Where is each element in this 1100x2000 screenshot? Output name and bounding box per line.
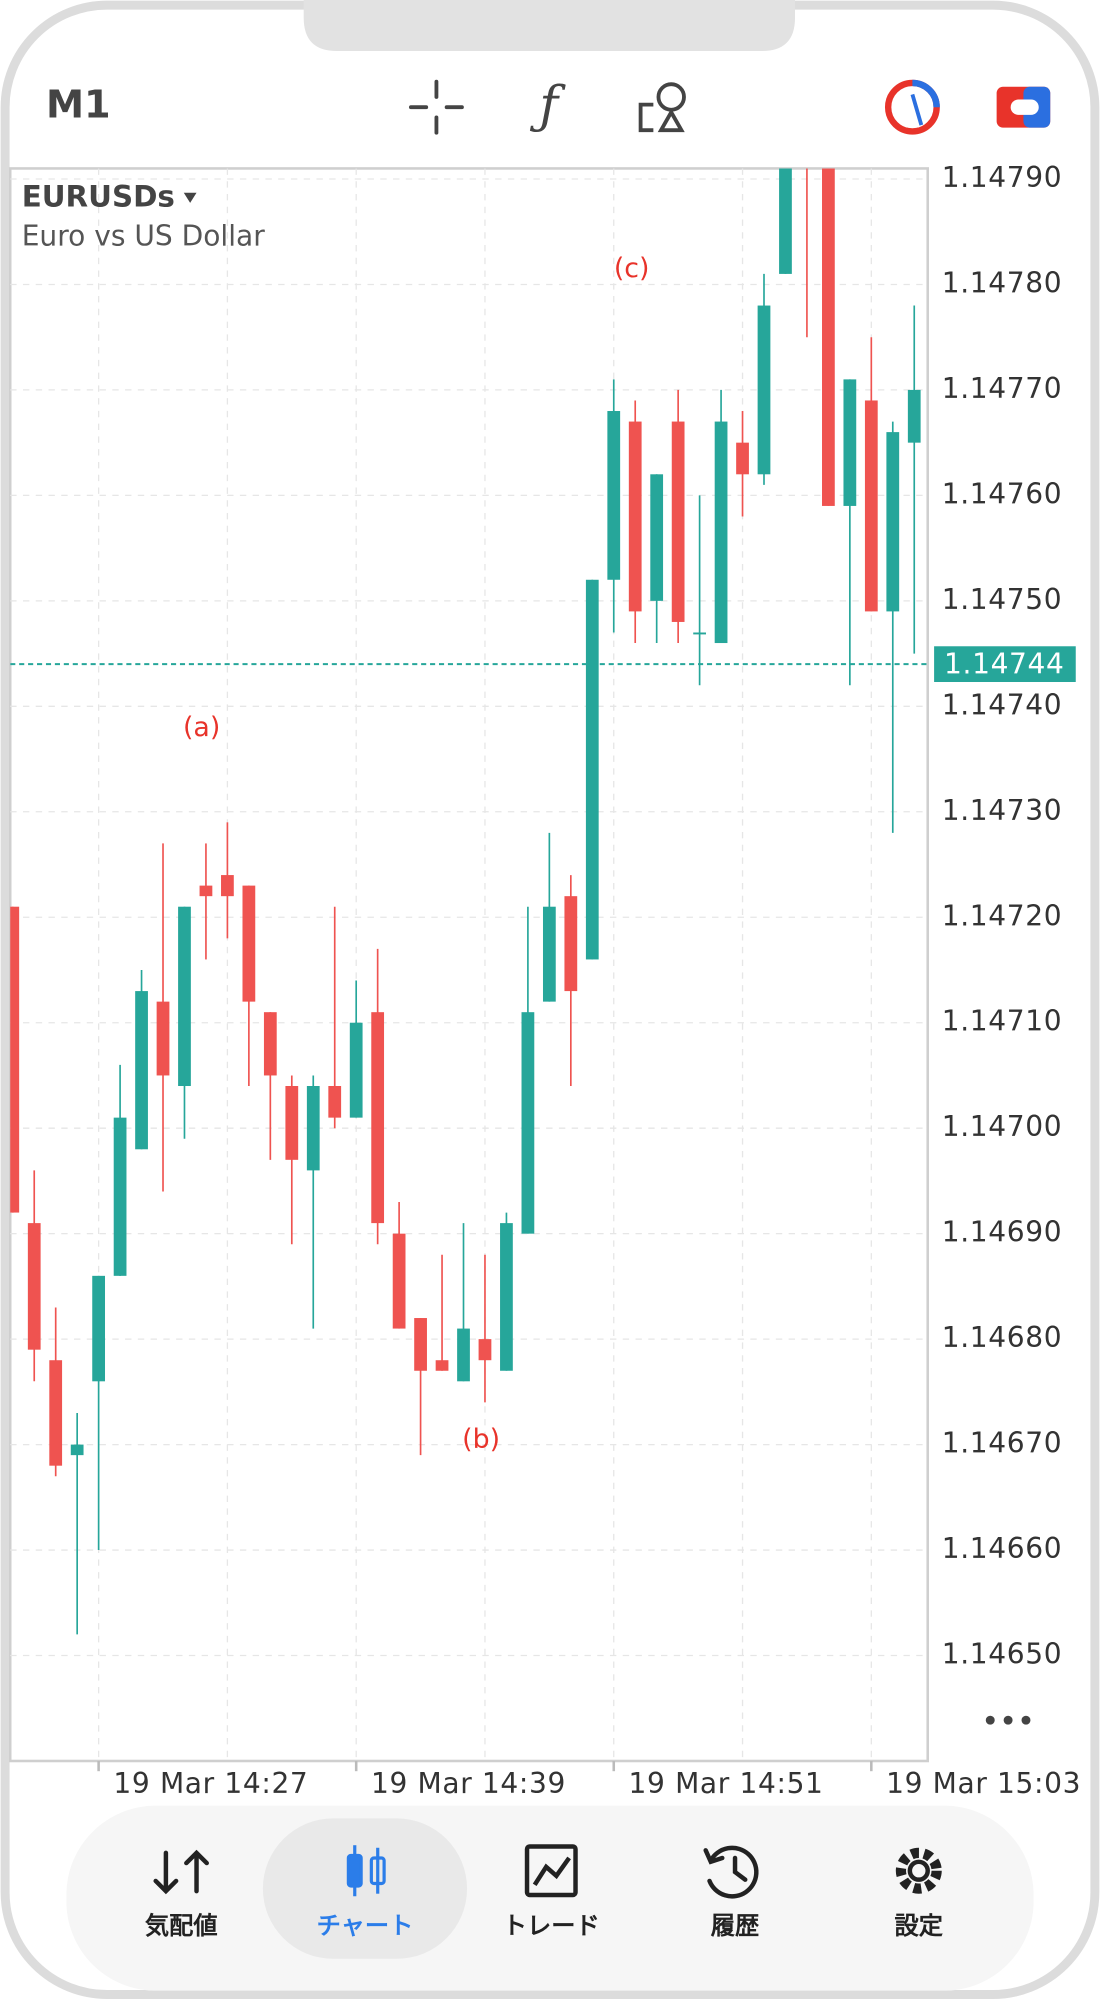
candle-body (607, 411, 621, 580)
y-tick-label: 1.14750 (942, 583, 1063, 616)
x-tick-label: 19 Mar 14:51 (629, 1767, 824, 1800)
candle-body (500, 1223, 513, 1371)
more-menu[interactable] (985, 1715, 1031, 1725)
chart-icon[interactable] (346, 1845, 386, 1897)
candle-body (478, 1339, 492, 1361)
candle-body (542, 906, 556, 1002)
y-tick-label: 1.14690 (942, 1216, 1063, 1249)
nav-labels: 気配値 チャート トレード 履歴 設定 (145, 1911, 943, 1940)
candle-body (843, 379, 857, 506)
candle-body (371, 1012, 385, 1224)
crosshair-icon[interactable] (408, 79, 464, 135)
candle-body (435, 1360, 449, 1371)
candle-body (92, 1275, 106, 1382)
candle-body (714, 421, 728, 644)
candle-body (414, 1318, 427, 1371)
quotes-icon[interactable] (153, 1849, 209, 1895)
candle-body (27, 1223, 41, 1350)
candle-body (70, 1444, 84, 1456)
y-tick-label: 1.14700 (942, 1110, 1063, 1143)
nav-label[interactable]: 設定 (895, 1911, 943, 1940)
y-tick-label: 1.14780 (942, 266, 1063, 299)
trade-signals-icon[interactable] (884, 79, 940, 135)
y-tick-label: 1.14770 (942, 372, 1063, 405)
candle-body (349, 1022, 363, 1118)
nav-active-pill (262, 1818, 468, 1959)
nav-label[interactable]: 気配値 (145, 1911, 218, 1940)
axis-labels: 1.14790 1.14780 1.14770 1.14760 1.14750 1.147… (113, 161, 1081, 1800)
candle-body (306, 1086, 320, 1171)
candle-body (156, 1001, 170, 1076)
history-icon[interactable] (703, 1845, 759, 1899)
candle-body (392, 1233, 406, 1329)
nav-bar (66, 1805, 1034, 1991)
y-tick-label: 1.14730 (942, 794, 1063, 827)
annotation: (b) (462, 1424, 500, 1455)
candle-body (199, 885, 213, 897)
candle-body (242, 885, 256, 1002)
candle-body (628, 421, 642, 612)
candle-body (457, 1328, 470, 1382)
candle-body (822, 168, 835, 506)
candle-body (864, 400, 878, 612)
candle-body (907, 389, 921, 443)
candles (10, 168, 928, 1635)
notch (303, 0, 796, 52)
candle-body (650, 474, 664, 601)
one-click-icon[interactable] (996, 86, 1051, 128)
annotation: (a) (183, 712, 220, 743)
candle-body (221, 875, 234, 897)
symbol-name[interactable]: EURUSDs (22, 179, 175, 213)
candle-body (886, 432, 900, 612)
candle-body (328, 1086, 342, 1118)
nav-label[interactable]: トレード (503, 1911, 600, 1940)
settings-icon[interactable] (895, 1847, 942, 1894)
y-tick-label: 1.14710 (942, 1005, 1063, 1038)
candle-body (736, 442, 749, 475)
annotation: (c) (614, 253, 650, 284)
x-tick-label: 19 Mar 14:39 (371, 1767, 566, 1800)
nav-label[interactable]: 履歴 (711, 1911, 759, 1940)
y-tick-label: 1.14680 (942, 1321, 1063, 1354)
candle-body (671, 421, 685, 622)
symbol-description: Euro vs US Dollar (22, 219, 266, 252)
candle-body (757, 305, 771, 475)
candle-body (178, 906, 191, 1087)
candle-body (285, 1086, 299, 1160)
candle-body (135, 991, 148, 1150)
candle-body (585, 579, 599, 960)
x-tick-label: 19 Mar 14:27 (113, 1767, 308, 1800)
current-price-label: 1.14744 (944, 647, 1065, 680)
trade-icon[interactable] (524, 1844, 578, 1898)
candle-body (564, 896, 578, 992)
y-tick-label: 1.14720 (942, 899, 1063, 932)
y-tick-label: 1.14740 (942, 688, 1063, 721)
y-tick-label: 1.14760 (942, 477, 1063, 510)
candle-body (113, 1117, 127, 1276)
timeframe[interactable]: M1 (46, 83, 111, 128)
symbol-dropdown[interactable] (183, 192, 197, 203)
objects-icon[interactable] (638, 82, 686, 133)
candle-body (693, 632, 706, 635)
y-tick-label: 1.14650 (942, 1638, 1063, 1671)
y-tick-label: 1.14790 (942, 161, 1063, 194)
candle-body (779, 168, 792, 274)
x-tick-label: 19 Mar 15:03 (886, 1767, 1081, 1800)
candle-body (263, 1012, 277, 1076)
current-price-box (934, 646, 1076, 683)
y-tick-label: 1.14660 (942, 1532, 1063, 1565)
nav-label[interactable]: チャート (317, 1911, 414, 1940)
candle-body (49, 1360, 63, 1466)
y-tick-label: 1.14670 (942, 1427, 1063, 1460)
candle-body (10, 906, 20, 1213)
candle-body (521, 1012, 535, 1234)
